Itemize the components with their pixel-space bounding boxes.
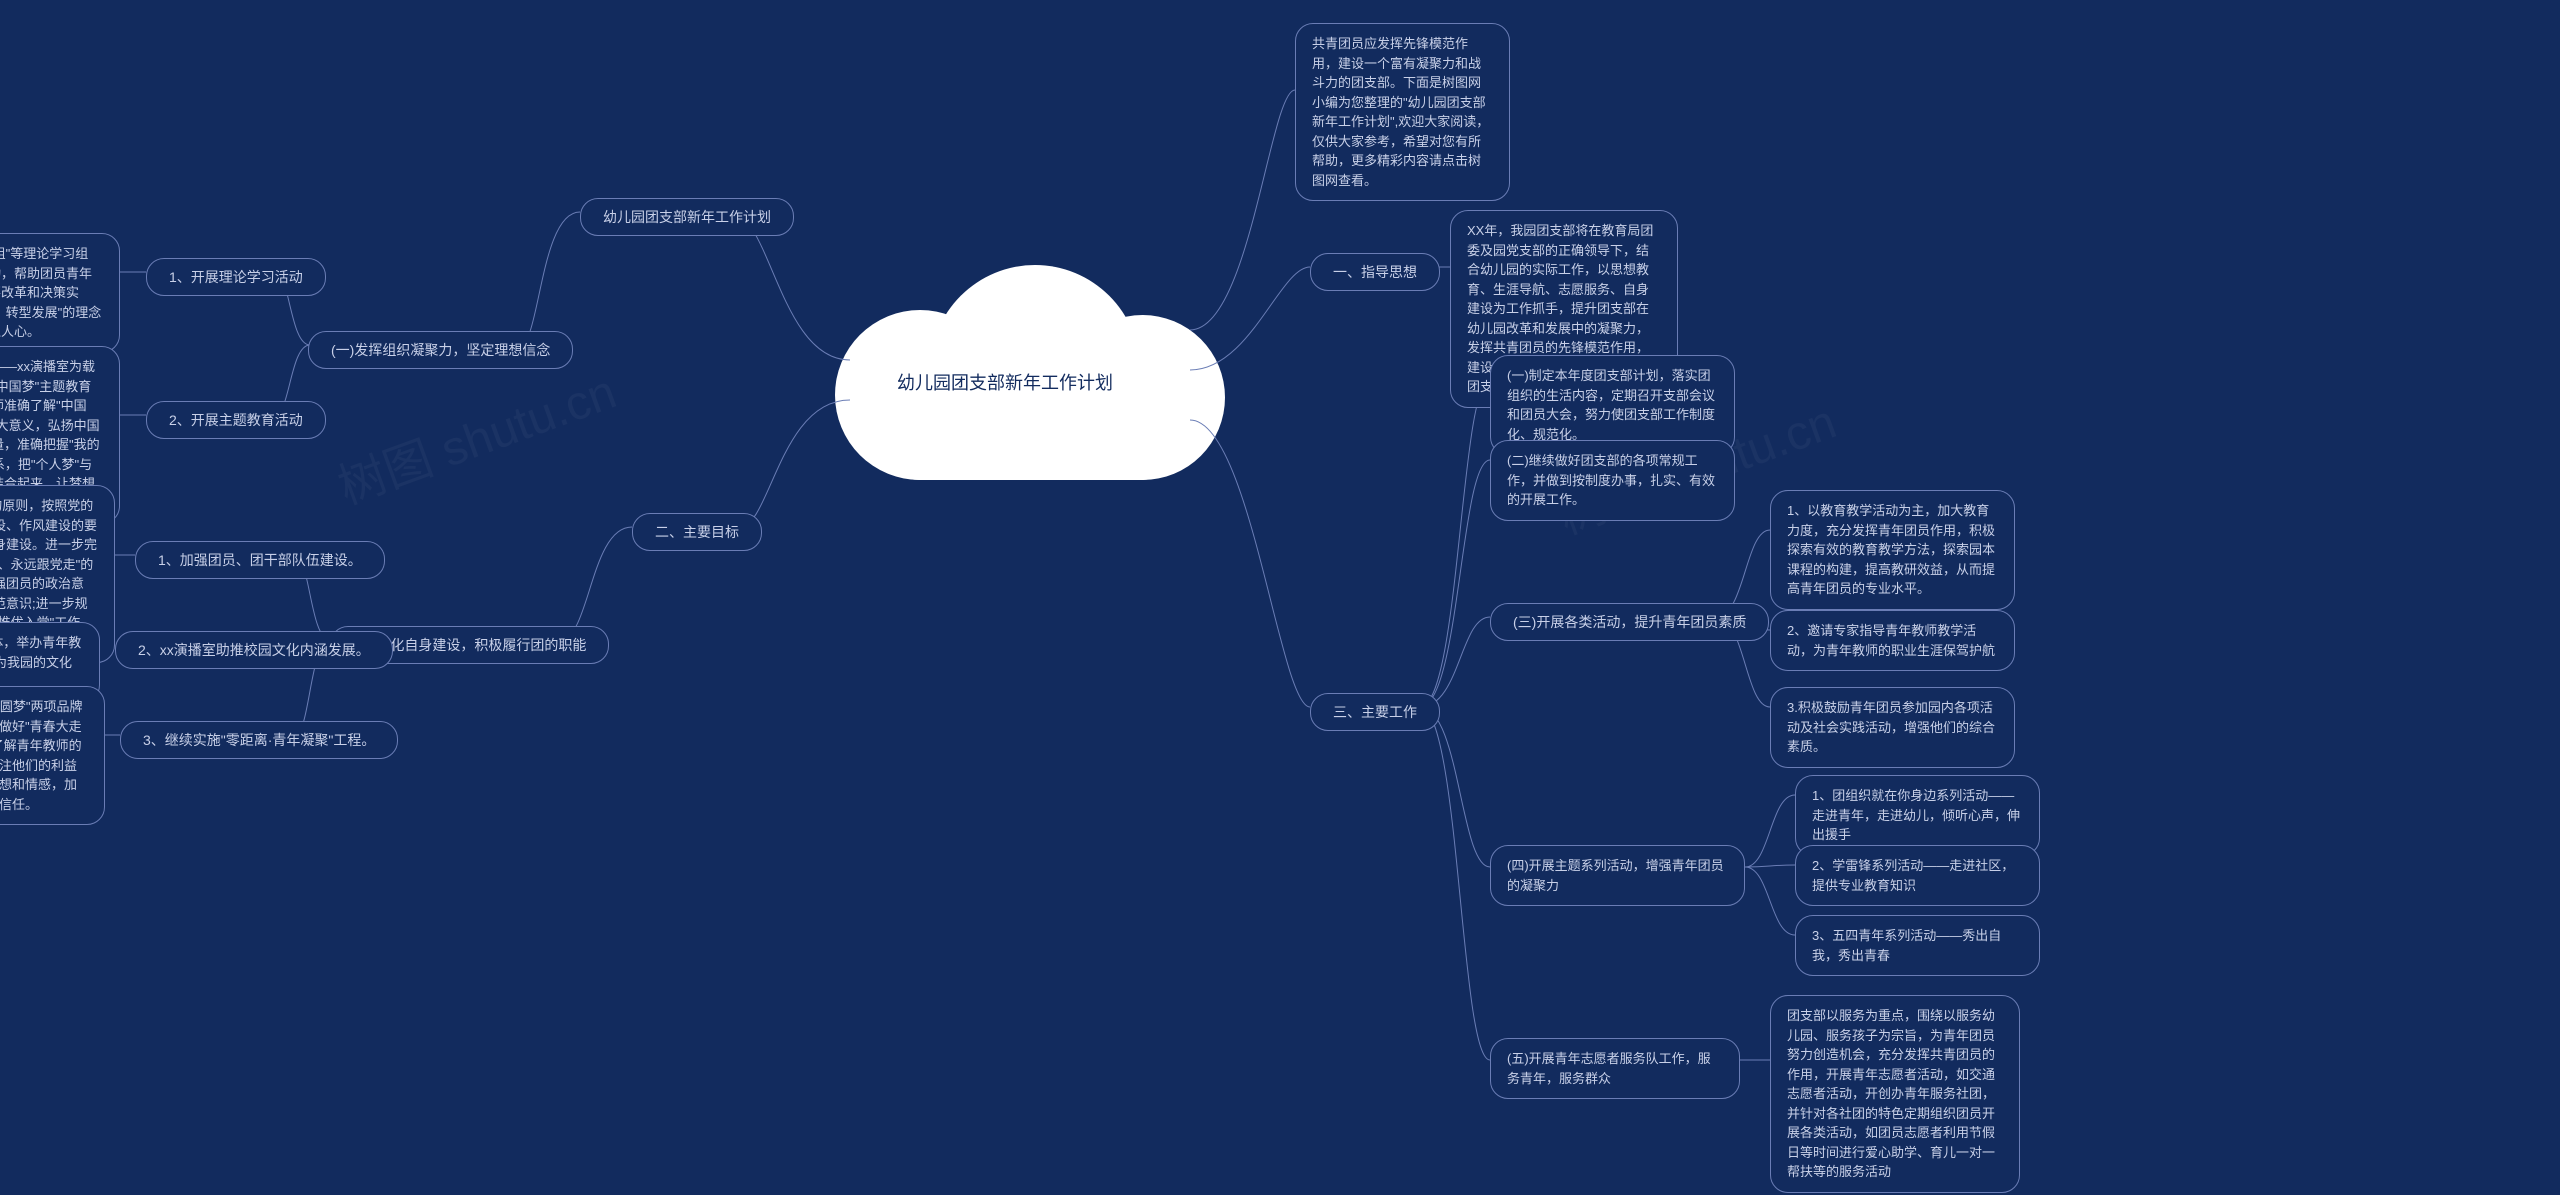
center-cloud (800, 250, 1220, 460)
node-main-goal: 二、主要目标 (632, 513, 762, 551)
node-work5: (五)开展青年志愿者服务队工作，服务青年，服务群众 (1490, 1038, 1740, 1099)
node-theory: 1、开展理论学习活动 (146, 258, 326, 296)
node-work4-3: 3、五四青年系列活动——秀出自我，秀出青春 (1795, 915, 2040, 976)
node-work4-1: 1、团组织就在你身边系列活动——走进青年，走进幼儿，倾听心声，伸出援手 (1795, 775, 2040, 856)
node-theory-body: 充分依托"双学小组"等理论学习组织，开展学习活动，帮助团员青年理解党和国家重要改… (0, 233, 120, 353)
node-work4: (四)开展主题系列活动，增强青年团员的凝聚力 (1490, 845, 1745, 906)
node-work3-2: 2、邀请专家指导青年教师教学活动，为青年教师的职业生涯保驾护航 (1770, 610, 2015, 671)
node-main-work: 三、主要工作 (1310, 693, 1440, 731)
node-plan-title: 幼儿园团支部新年工作计划 (580, 198, 794, 236)
node-studio: 2、xx演播室助推校园文化内涵发展。 (115, 631, 393, 669)
node-work4-2: 2、学雷锋系列活动——走进社区，提供专业教育知识 (1795, 845, 2040, 906)
node-strengthen: 1、加强团员、团干部队伍建设。 (135, 541, 385, 579)
node-zero-body: 在"爱心助学"和"爱心圆梦"两项品牌工作的基础上，继续做好"青春大走访"工作。主… (0, 686, 105, 825)
node-work3: (三)开展各类活动，提升青年团员素质 (1490, 603, 1769, 641)
node-work5-body: 团支部以服务为重点，围绕以服务幼儿园、服务孩子为宗旨，为青年团员努力创造机会，充… (1770, 995, 2020, 1193)
node-work3-1: 1、以教育教学活动为主，加大教育力度，充分发挥青年团员作用，积极探索有效的教育教… (1770, 490, 2015, 610)
node-guide: 一、指导思想 (1310, 253, 1440, 291)
connectors (0, 0, 2560, 1195)
node-intro: 共青团员应发挥先锋模范作用，建设一个富有凝聚力和战斗力的团支部。下面是树图网小编… (1295, 23, 1510, 201)
node-cohesion: (一)发挥组织凝聚力，坚定理想信念 (308, 331, 573, 369)
node-theme: 2、开展主题教育活动 (146, 401, 326, 439)
node-work3-3: 3.积极鼓励青年团员参加园内各项活动及社会实践活动，增强他们的综合素质。 (1770, 687, 2015, 768)
watermark: 树图 shutu.cn (327, 352, 624, 517)
center-title: 幼儿园团支部新年工作计划 (880, 370, 1130, 397)
node-zero: 3、继续实施"零距离·青年凝聚"工程。 (120, 721, 398, 759)
node-work2: (二)继续做好团支部的各项常规工作，并做到按制度办事，扎实、有效的开展工作。 (1490, 440, 1735, 521)
